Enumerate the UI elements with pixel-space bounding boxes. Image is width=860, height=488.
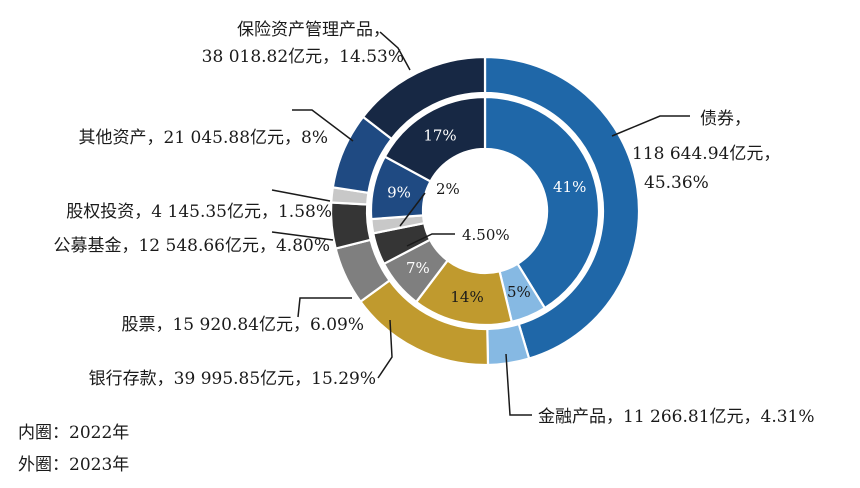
inner-label-7: 17% (423, 126, 456, 144)
outer-ring-slice-7 (361, 55, 487, 141)
outer-label-6-0: 其他资产，21 045.88亿元，8% (79, 128, 329, 148)
outer-label-3-0: 股票，15 920.84亿元，6.09% (121, 315, 364, 335)
outer-label-2-0: 银行存款，39 995.85亿元，15.29% (89, 369, 376, 389)
outer-callout-line-7 (379, 31, 411, 71)
outer-label-7-0: 保险资产管理产品， (237, 20, 390, 40)
outer-callout-line-4 (271, 231, 334, 241)
outer-label-1-0: 金融产品，11 266.81亿元，4.31% (538, 407, 815, 427)
inner-label-6: 9% (387, 183, 411, 201)
legend-inner-ring: 内圈：2022年 (18, 423, 130, 443)
outer-callout-line-1 (505, 353, 532, 416)
outer-callout-line-6 (292, 109, 354, 142)
inner-callout-line-5 (399, 192, 426, 227)
outer-ring-slice-0 (483, 55, 641, 360)
outer-label-0-1: 118 644.94亿元， (632, 144, 780, 164)
outer-callout-line-5 (271, 189, 331, 202)
outer-label-7-1: 38 018.82亿元，14.53% (202, 47, 404, 67)
inner-ring-slice-0 (483, 95, 601, 310)
inner-callout-label-4: 4.50% (462, 226, 510, 244)
inner-label-1: 5% (507, 283, 531, 301)
outer-label-0-2: 45.36% (644, 173, 709, 193)
legend-outer-ring: 外圈：2023年 (18, 455, 130, 475)
outer-label-4-0: 公募基金，12 548.66亿元，4.80% (53, 236, 330, 256)
inner-label-0: 41% (553, 178, 586, 196)
inner-label-2: 14% (450, 288, 483, 306)
inner-label-3: 7% (406, 259, 430, 277)
outer-callout-line-2 (377, 319, 393, 379)
outer-callout-line-0 (611, 115, 690, 137)
inner-callout-line-4 (406, 233, 455, 247)
outer-ring-slice-4 (329, 201, 372, 250)
inner-callout-label-5: 2% (436, 180, 460, 198)
inner-ring-slice-7 (383, 95, 487, 183)
outer-label-0-0: 债券， (700, 109, 751, 129)
outer-callout-line-3 (297, 297, 352, 318)
outer-label-5-0: 股权投资，4 145.35亿元，1.58% (66, 202, 332, 222)
